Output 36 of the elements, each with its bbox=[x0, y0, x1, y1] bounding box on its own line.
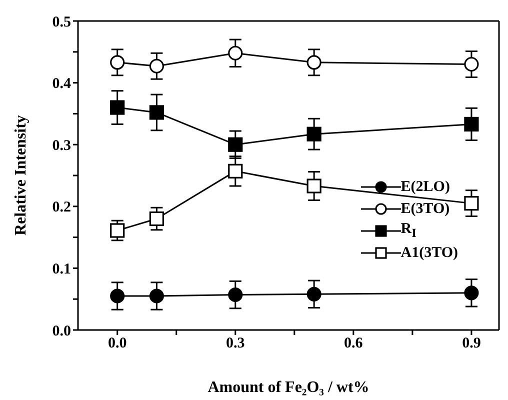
legend-label: R$_{I}$ bbox=[400, 221, 416, 241]
y-tick-label: 0.0 bbox=[52, 323, 71, 340]
point bbox=[464, 196, 479, 211]
y-tick-label: 0.1 bbox=[52, 262, 71, 278]
x-tick-label: 0.6 bbox=[344, 336, 364, 352]
legend-label: E(3TO) bbox=[400, 200, 450, 218]
x-tick-label: 0.0 bbox=[108, 336, 127, 352]
legend-label: E(2LO) bbox=[400, 178, 450, 196]
x-tick-label: 0.9 bbox=[462, 336, 481, 352]
y-tick-label: 0.2 bbox=[52, 200, 71, 216]
point bbox=[149, 288, 164, 304]
point bbox=[306, 126, 322, 142]
y-tick-label: 0.3 bbox=[52, 138, 71, 154]
x-tick-label: 0.3 bbox=[226, 336, 245, 352]
point bbox=[306, 55, 322, 70]
y-tick-label: 0.4 bbox=[52, 76, 72, 92]
point bbox=[110, 288, 125, 304]
point bbox=[464, 56, 479, 72]
point bbox=[306, 178, 322, 194]
point bbox=[464, 116, 479, 132]
point bbox=[228, 287, 243, 302]
point bbox=[228, 46, 243, 60]
point bbox=[228, 164, 243, 178]
point bbox=[149, 58, 164, 74]
point bbox=[149, 105, 164, 120]
point bbox=[110, 223, 125, 238]
point bbox=[306, 286, 322, 302]
x-axis-title: Amount of Fe₂O₃ / wt% bbox=[208, 379, 370, 396]
point bbox=[149, 211, 164, 226]
y-tick-label: 0.5 bbox=[52, 14, 71, 30]
point bbox=[464, 286, 479, 300]
point bbox=[228, 137, 243, 152]
y-axis-title: Relative Intensity bbox=[12, 115, 30, 236]
point bbox=[110, 55, 125, 70]
legend-label: A1(3TO) bbox=[400, 244, 458, 262]
point bbox=[110, 100, 125, 115]
